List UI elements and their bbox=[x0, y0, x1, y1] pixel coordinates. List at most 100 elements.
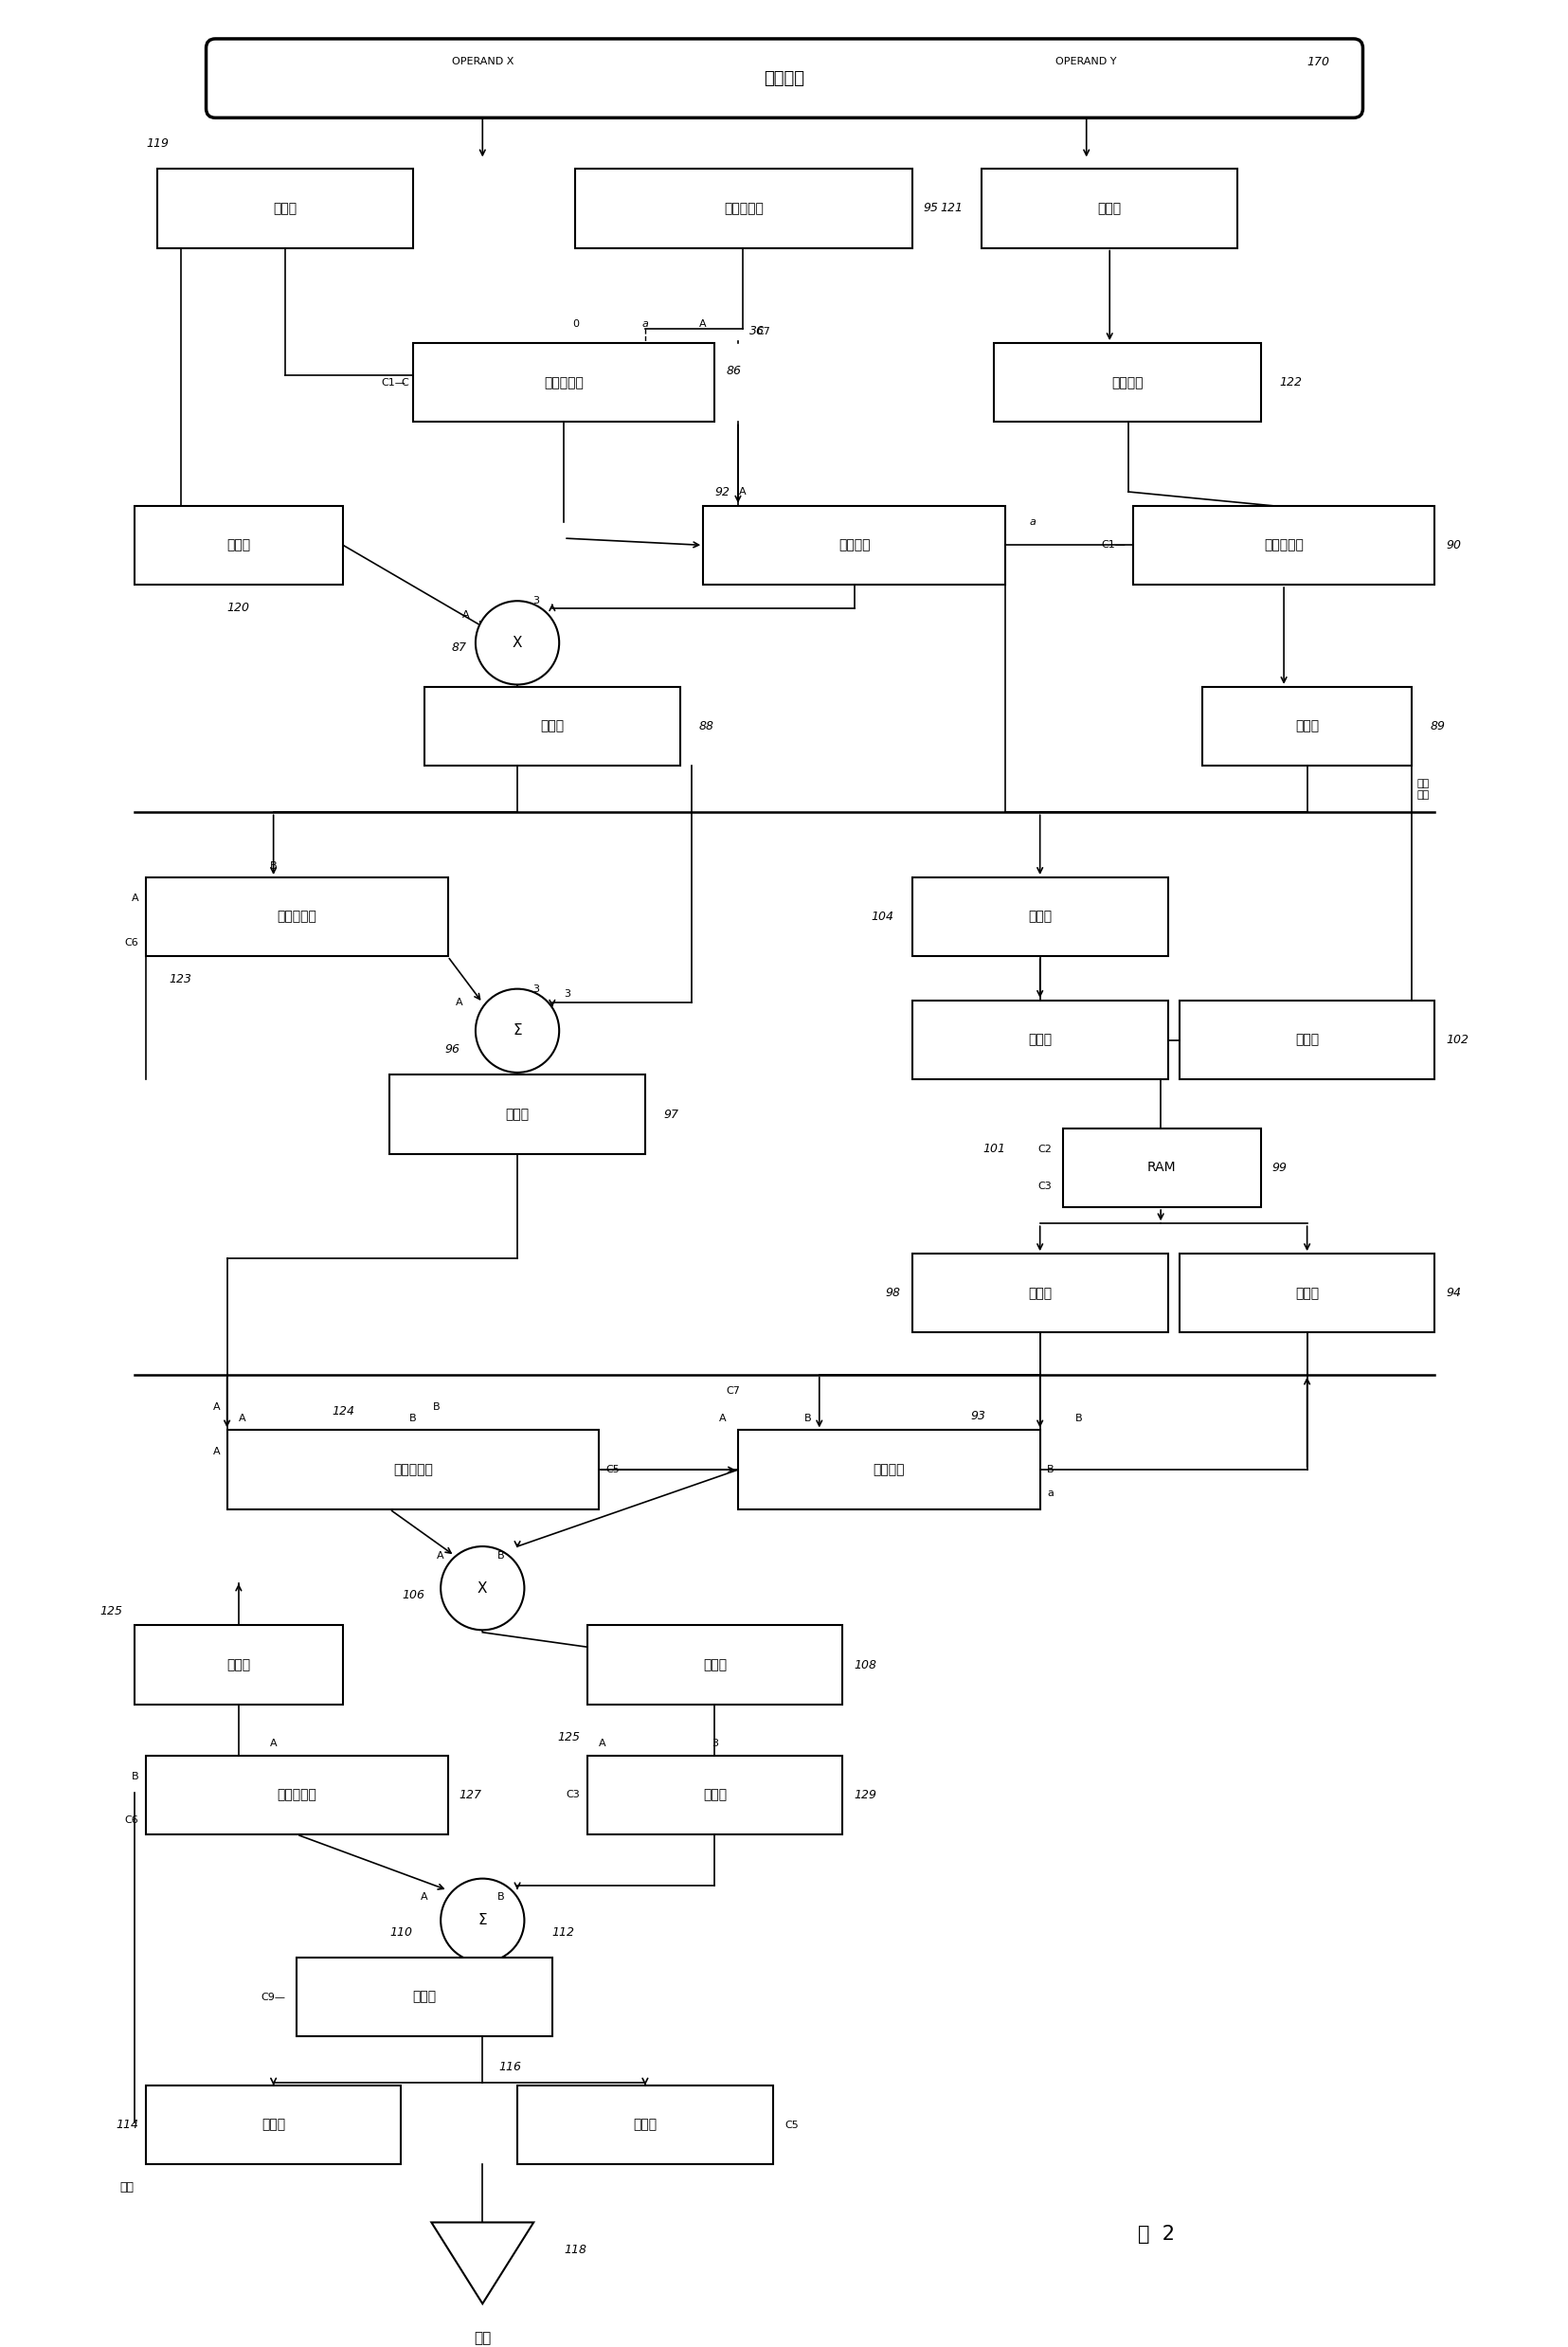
Text: 101: 101 bbox=[982, 1143, 1005, 1155]
Text: 输出: 输出 bbox=[474, 2331, 491, 2345]
Text: C9—: C9— bbox=[260, 1993, 285, 2002]
Text: 118: 118 bbox=[563, 2244, 586, 2255]
Text: 170: 170 bbox=[1306, 56, 1330, 68]
Text: A: A bbox=[599, 1739, 605, 1749]
Text: 124: 124 bbox=[331, 1406, 354, 1418]
FancyBboxPatch shape bbox=[425, 688, 679, 765]
Text: X: X bbox=[477, 1582, 488, 1596]
FancyBboxPatch shape bbox=[586, 1626, 842, 1704]
Text: 3: 3 bbox=[532, 596, 539, 606]
Text: C6: C6 bbox=[125, 1817, 138, 1826]
Text: A: A bbox=[455, 997, 463, 1007]
Text: C3: C3 bbox=[1036, 1181, 1051, 1190]
Text: 寄存器: 寄存器 bbox=[1027, 1286, 1051, 1300]
Text: B: B bbox=[132, 1772, 138, 1781]
FancyBboxPatch shape bbox=[911, 1000, 1167, 1080]
Text: 寄存器: 寄存器 bbox=[633, 2119, 657, 2131]
Text: C5: C5 bbox=[784, 2119, 798, 2129]
Text: 0: 0 bbox=[572, 319, 579, 329]
Text: 121: 121 bbox=[941, 202, 963, 214]
FancyBboxPatch shape bbox=[389, 1075, 644, 1155]
Text: 寄存器: 寄存器 bbox=[702, 1659, 726, 1671]
Text: 寄存器: 寄存器 bbox=[262, 2119, 285, 2131]
Text: C7: C7 bbox=[726, 1387, 740, 1396]
Text: C5: C5 bbox=[605, 1465, 619, 1474]
FancyBboxPatch shape bbox=[157, 169, 412, 249]
Text: C: C bbox=[400, 378, 408, 387]
FancyBboxPatch shape bbox=[575, 169, 911, 249]
Text: A: A bbox=[132, 894, 138, 904]
Text: A: A bbox=[213, 1401, 220, 1413]
Text: 119: 119 bbox=[146, 136, 169, 150]
Text: 3: 3 bbox=[710, 1739, 718, 1749]
Text: 多路选择器: 多路选择器 bbox=[1264, 537, 1303, 552]
Text: 寄存器: 寄存器 bbox=[1027, 1033, 1051, 1047]
Text: 92: 92 bbox=[715, 486, 729, 498]
FancyBboxPatch shape bbox=[133, 1626, 343, 1704]
Text: 86: 86 bbox=[726, 364, 742, 378]
Text: 90: 90 bbox=[1446, 540, 1461, 552]
Text: C6: C6 bbox=[125, 939, 138, 948]
Text: 寄存器: 寄存器 bbox=[1098, 202, 1121, 216]
Text: 移位器: 移位器 bbox=[227, 1659, 251, 1671]
Text: RAM: RAM bbox=[1146, 1162, 1176, 1174]
Text: Σ: Σ bbox=[478, 1913, 486, 1927]
Circle shape bbox=[475, 988, 558, 1073]
Text: 104: 104 bbox=[870, 911, 894, 922]
Text: 3: 3 bbox=[563, 988, 571, 997]
Text: a: a bbox=[1046, 1488, 1052, 1497]
Text: 周期选择: 周期选择 bbox=[1110, 376, 1142, 390]
Circle shape bbox=[441, 1547, 524, 1631]
Text: C7: C7 bbox=[756, 326, 770, 336]
Text: Σ: Σ bbox=[513, 1023, 522, 1037]
Text: 寄存器: 寄存器 bbox=[539, 721, 564, 732]
Text: 102: 102 bbox=[1446, 1033, 1468, 1047]
FancyBboxPatch shape bbox=[702, 505, 1005, 584]
Text: X: X bbox=[513, 636, 522, 650]
Text: 99: 99 bbox=[1272, 1162, 1287, 1174]
Text: A: A bbox=[463, 610, 469, 620]
Text: B: B bbox=[497, 1892, 505, 1901]
FancyBboxPatch shape bbox=[1179, 1253, 1435, 1333]
Text: a: a bbox=[641, 319, 648, 329]
FancyBboxPatch shape bbox=[1132, 505, 1435, 584]
Text: 87: 87 bbox=[452, 641, 467, 652]
Text: A: A bbox=[718, 1413, 726, 1422]
Text: 125: 125 bbox=[100, 1605, 122, 1617]
FancyBboxPatch shape bbox=[586, 1756, 842, 1835]
FancyBboxPatch shape bbox=[296, 1957, 552, 2037]
Text: 108: 108 bbox=[853, 1659, 877, 1671]
Text: C1—: C1— bbox=[381, 378, 406, 387]
Text: C2: C2 bbox=[1036, 1145, 1051, 1155]
FancyBboxPatch shape bbox=[146, 2086, 401, 2164]
Text: 112: 112 bbox=[552, 1927, 574, 1939]
Text: 复位: 复位 bbox=[121, 2180, 135, 2194]
Circle shape bbox=[475, 601, 558, 685]
Text: 寄存器: 寄存器 bbox=[1295, 1286, 1319, 1300]
Text: 129: 129 bbox=[853, 1788, 877, 1800]
Text: A: A bbox=[270, 1739, 278, 1749]
Text: 寄存器: 寄存器 bbox=[273, 202, 296, 216]
Text: 123: 123 bbox=[169, 974, 191, 986]
Text: B: B bbox=[804, 1413, 811, 1422]
FancyBboxPatch shape bbox=[993, 343, 1259, 422]
Text: 重编码器: 重编码器 bbox=[873, 1462, 905, 1476]
Text: A: A bbox=[213, 1446, 220, 1455]
Text: A: A bbox=[437, 1551, 444, 1561]
Text: B: B bbox=[433, 1401, 439, 1413]
Text: 125: 125 bbox=[557, 1730, 580, 1744]
Text: 寄存器: 寄存器 bbox=[505, 1108, 528, 1122]
Text: B: B bbox=[1074, 1413, 1082, 1422]
Text: C1—: C1— bbox=[1101, 540, 1126, 549]
Text: C3: C3 bbox=[566, 1791, 580, 1800]
FancyBboxPatch shape bbox=[146, 878, 447, 955]
Text: 96: 96 bbox=[444, 1042, 459, 1056]
Text: 114: 114 bbox=[116, 2119, 138, 2131]
FancyBboxPatch shape bbox=[146, 1756, 447, 1835]
FancyBboxPatch shape bbox=[133, 505, 343, 584]
FancyBboxPatch shape bbox=[911, 878, 1167, 955]
Text: B: B bbox=[497, 1551, 505, 1561]
Text: 多路选择器: 多路选择器 bbox=[544, 376, 583, 390]
Text: 重编码器: 重编码器 bbox=[837, 537, 870, 552]
Text: A: A bbox=[699, 319, 706, 329]
